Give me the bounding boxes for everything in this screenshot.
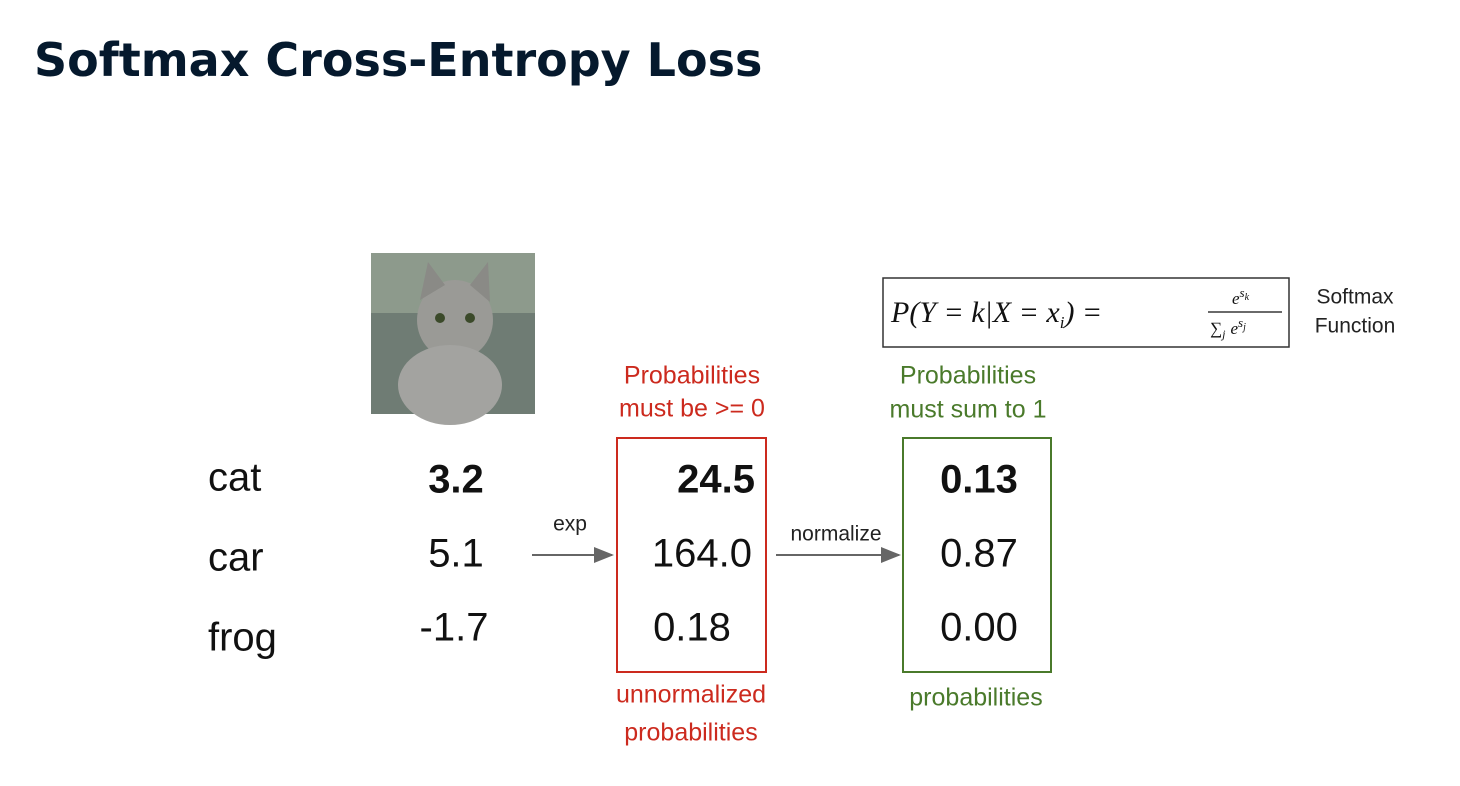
- score: -1.7: [420, 606, 489, 650]
- formula-caption: Softmax: [1316, 286, 1394, 309]
- title: Softmax Cross-Entropy Loss: [34, 33, 762, 87]
- formula: P(Y = k|X = xi) = esk ∑j esj: [890, 285, 1282, 341]
- formula-part: ∑: [1210, 319, 1222, 338]
- annotation: Probabilities: [900, 362, 1036, 390]
- formula-part: k: [1245, 292, 1250, 303]
- formula-part: ) =: [1062, 296, 1102, 329]
- formula-part: s: [1240, 285, 1245, 300]
- class-labels: cat car frog: [208, 456, 277, 660]
- annotation: must be >= 0: [619, 395, 765, 423]
- svg-text:P(Y = k|X = xi) =: P(Y = k|X = xi) =: [890, 296, 1102, 332]
- annotation: probabilities: [624, 719, 757, 747]
- class-label: cat: [208, 456, 261, 500]
- formula-part: j: [1241, 322, 1246, 333]
- annotation: probabilities: [909, 684, 1042, 712]
- formula-part: e: [1232, 289, 1240, 308]
- formula-part: P(Y = k|X = x: [890, 296, 1060, 329]
- formula-part: s: [1238, 315, 1243, 330]
- value: 164.0: [652, 532, 752, 576]
- value: 0.13: [940, 458, 1018, 502]
- value: 0.87: [940, 532, 1018, 576]
- score: 5.1: [428, 532, 484, 576]
- svg-text:esk: esk: [1232, 285, 1250, 308]
- value: 24.5: [677, 458, 755, 502]
- class-label: frog: [208, 616, 277, 660]
- value: 0.00: [940, 606, 1018, 650]
- scores: 3.2 5.1 -1.7: [420, 458, 489, 650]
- formula-caption: Function: [1315, 315, 1396, 338]
- class-label: car: [208, 536, 264, 580]
- annotation: must sum to 1: [890, 396, 1047, 424]
- formula-part: e: [1230, 319, 1238, 338]
- probability-box: [902, 437, 1052, 673]
- score: 3.2: [428, 458, 484, 502]
- unnormalized-box: [616, 437, 767, 673]
- formula-part: j: [1220, 327, 1226, 341]
- value: 0.18: [653, 606, 731, 650]
- annotation: unnormalized: [616, 681, 766, 709]
- annotation: Probabilities: [624, 362, 760, 390]
- cat-image: [371, 253, 535, 425]
- arrow-label: exp: [553, 513, 587, 536]
- arrow-label: normalize: [790, 523, 881, 546]
- formula-part: i: [1060, 313, 1065, 332]
